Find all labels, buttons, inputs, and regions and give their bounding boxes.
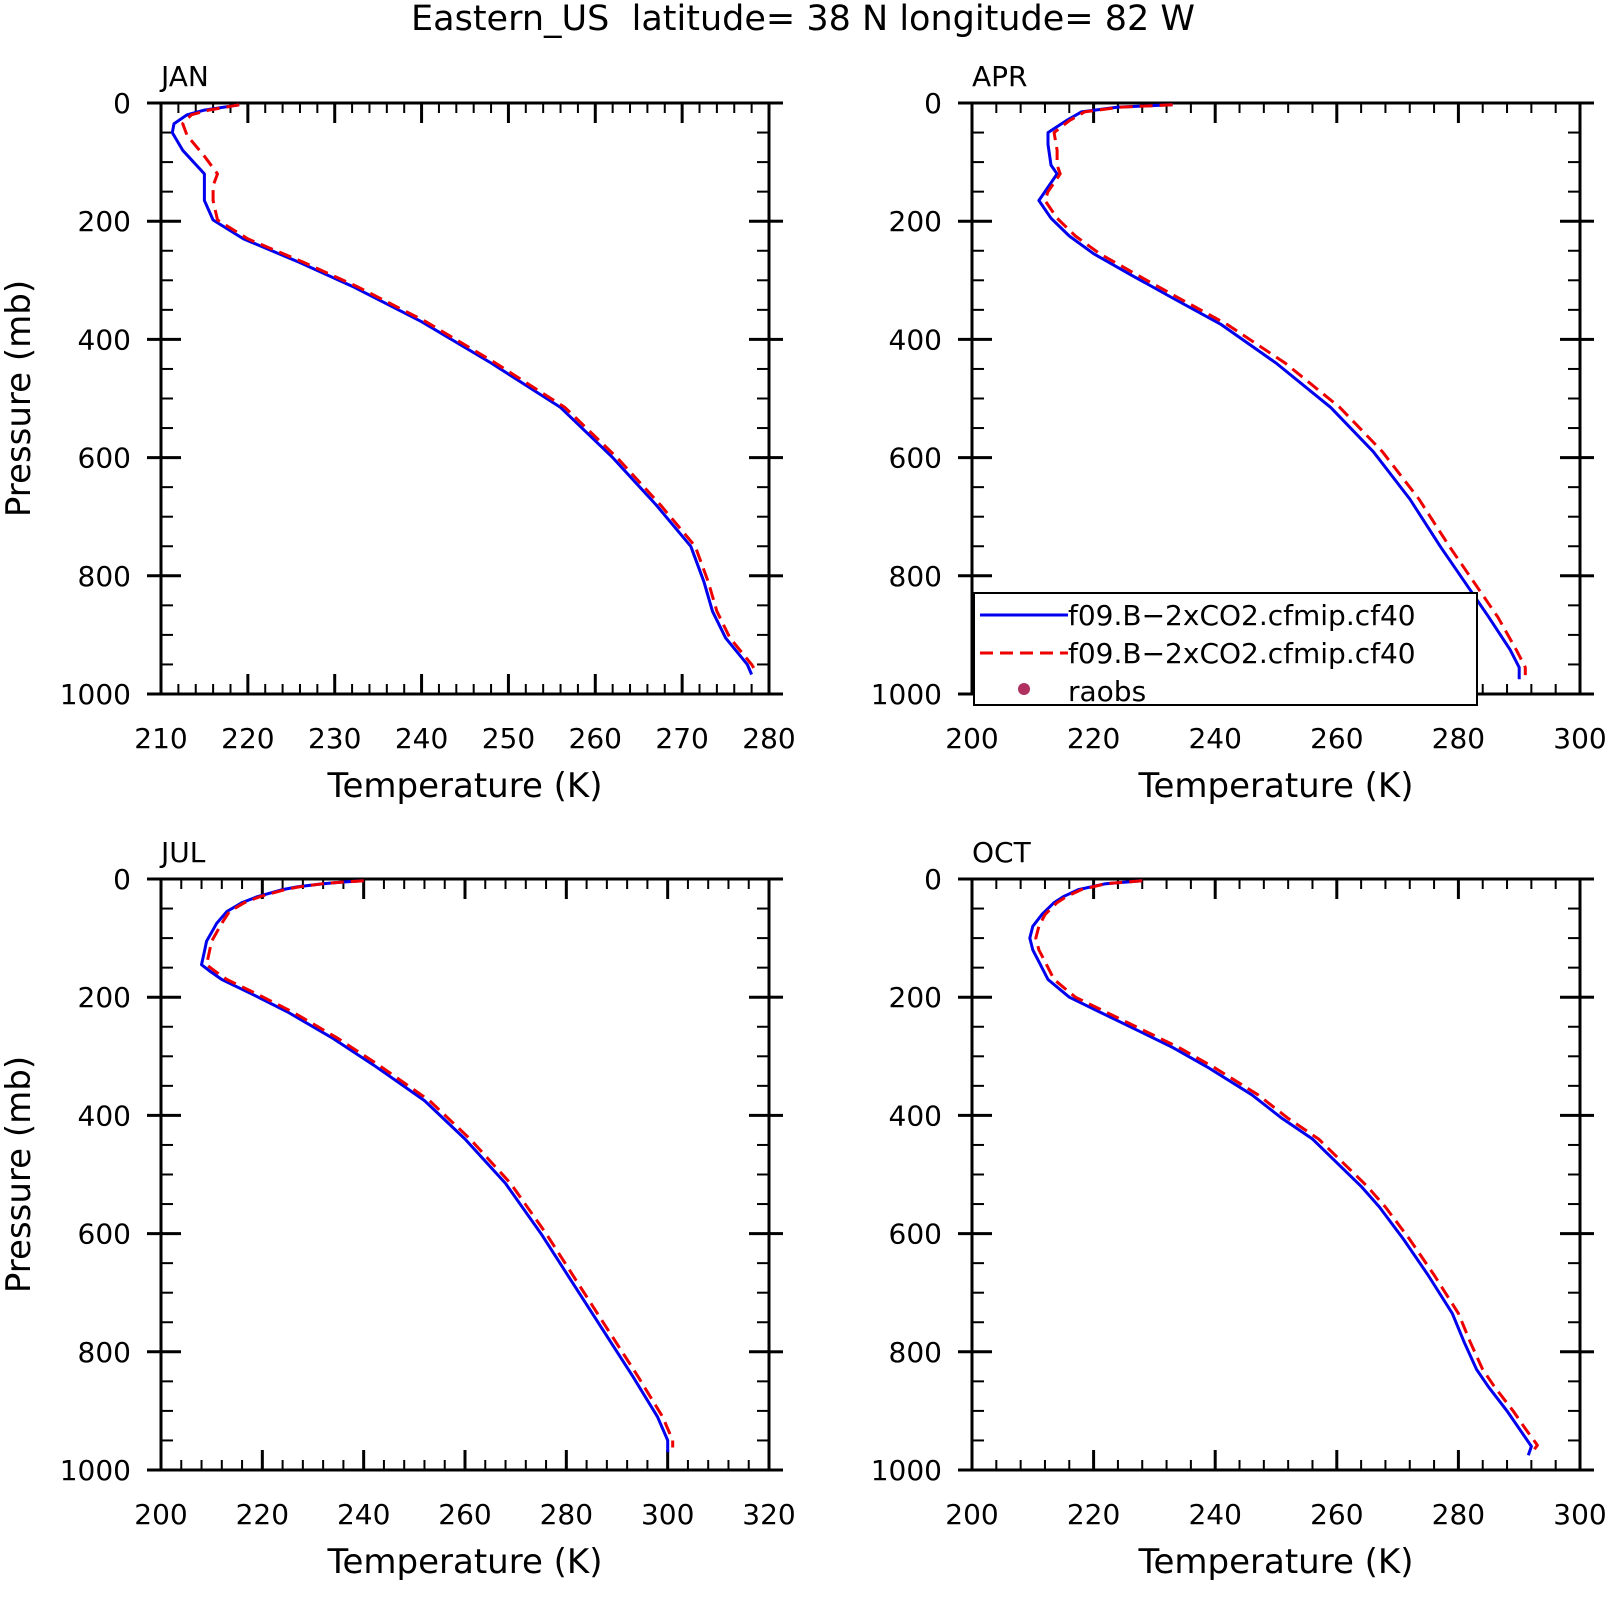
x-tick-label: 260 (1310, 722, 1363, 755)
x-axis-label: Temperature (K) (326, 766, 602, 806)
y-tick-label: 400 (889, 323, 942, 356)
x-tick-label: 220 (221, 722, 274, 755)
x-axis-label: Temperature (K) (326, 1542, 602, 1582)
x-tick-label: 300 (1553, 722, 1606, 755)
x-tick-label: 250 (482, 722, 535, 755)
x-tick-label: 270 (655, 722, 708, 755)
x-tick-label: 280 (1432, 1498, 1485, 1531)
main-title: Eastern_US latitude= 38 N longitude= 82 … (411, 0, 1195, 39)
y-tick-label: 600 (889, 1218, 942, 1251)
x-tick-label: 320 (742, 1498, 795, 1531)
legend-label: f09.B−2xCO2.cfmip.cf40 (1068, 599, 1416, 632)
plot-frame (159, 101, 771, 696)
panel-title: OCT (972, 836, 1032, 869)
x-tick-label: 280 (540, 1498, 593, 1531)
panel-oct: 200 220 240 260 280 300 0 200 400 600 800 1000 OCT Te… (871, 836, 1606, 1582)
x-tick-label: 240 (337, 1498, 390, 1531)
y-tick-label: 600 (78, 1218, 131, 1251)
y-tick-label: 1000 (871, 1454, 942, 1487)
plot-frame (159, 877, 771, 1472)
y-tick-label: 200 (889, 981, 942, 1014)
legend-label: raobs (1068, 675, 1146, 708)
y-axis-label: Pressure (mb) (0, 280, 39, 517)
y-tick-label: 800 (78, 1336, 131, 1369)
y-tick-label: 800 (78, 560, 131, 593)
series-line-solid (1037, 103, 1521, 680)
y-tick-label: 0 (113, 87, 131, 120)
x-tick-label: 230 (308, 722, 361, 755)
panel-title: JUL (159, 836, 206, 869)
x-axis-label: Temperature (K) (1137, 766, 1413, 806)
y-tick-label: 800 (889, 1336, 942, 1369)
plot-frame (970, 877, 1582, 1472)
series-line-dashed (1043, 103, 1527, 676)
x-tick-label: 260 (569, 722, 622, 755)
y-tick-label: 600 (889, 442, 942, 475)
series-line-dashed (181, 103, 758, 673)
series-line-solid (1028, 879, 1533, 1456)
x-tick-label: 240 (1188, 1498, 1241, 1531)
x-tick-label: 240 (395, 722, 448, 755)
y-tick-label: 800 (889, 560, 942, 593)
legend-label: f09.B−2xCO2.cfmip.cf40 (1068, 637, 1416, 670)
x-tick-label: 280 (1432, 722, 1485, 755)
series-line-dashed (1034, 879, 1539, 1451)
x-tick-label: 200 (945, 1498, 998, 1531)
x-axis-label: Temperature (K) (1137, 1542, 1413, 1582)
x-tick-label: 260 (438, 1498, 491, 1531)
y-tick-label: 200 (78, 981, 131, 1014)
x-tick-label: 220 (1067, 1498, 1120, 1531)
series-line-solid (170, 103, 753, 676)
panel-jan: 210 220 230 240 250 260 270 280 0 200 400 600 800 100… (0, 60, 796, 806)
y-tick-label: 400 (78, 1099, 131, 1132)
x-tick-label: 200 (134, 1498, 187, 1531)
y-tick-label: 1000 (60, 678, 131, 711)
y-tick-label: 600 (78, 442, 131, 475)
series-line-dashed (205, 879, 675, 1448)
x-tick-label: 300 (641, 1498, 694, 1531)
y-tick-label: 200 (78, 205, 131, 238)
series-line-solid (200, 879, 670, 1453)
x-tick-label: 220 (236, 1498, 289, 1531)
x-tick-label: 200 (945, 722, 998, 755)
y-axis-label: Pressure (mb) (0, 1056, 39, 1293)
panel-title: APR (972, 60, 1028, 93)
legend-marker (1018, 683, 1030, 695)
x-tick-label: 280 (742, 722, 795, 755)
y-tick-label: 1000 (60, 1454, 131, 1487)
y-tick-label: 1000 (871, 678, 942, 711)
y-tick-label: 400 (78, 323, 131, 356)
y-tick-label: 200 (889, 205, 942, 238)
x-tick-label: 300 (1553, 1498, 1606, 1531)
y-tick-label: 0 (924, 87, 942, 120)
legend-box (973, 592, 1478, 706)
x-tick-label: 220 (1067, 722, 1120, 755)
x-tick-label: 240 (1188, 722, 1241, 755)
y-tick-label: 400 (889, 1099, 942, 1132)
panel-apr: 200 220 240 260 280 300 0 200 400 600 800 1000 APR Te… (871, 60, 1606, 806)
y-tick-label: 0 (924, 863, 942, 896)
x-tick-label: 260 (1310, 1498, 1363, 1531)
y-tick-label: 0 (113, 863, 131, 896)
panel-jul: 200 220 240 260 280 300 320 0 200 400 600 800 1000 JU… (0, 836, 796, 1582)
panel-title: JAN (159, 60, 209, 93)
legend: f09.B−2xCO2.cfmip.cf40 f09.B−2xCO2.cfmip.… (973, 592, 1478, 708)
x-tick-label: 210 (134, 722, 187, 755)
